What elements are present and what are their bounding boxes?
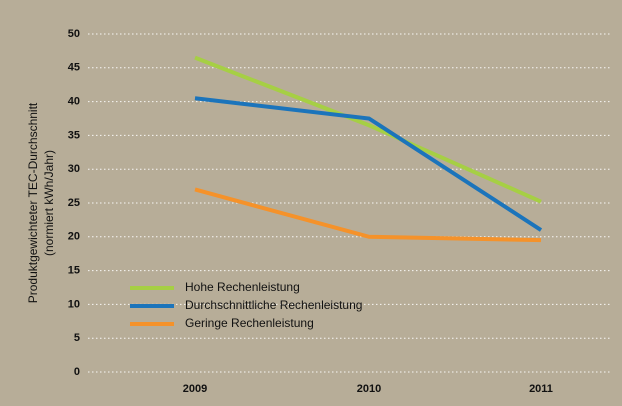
line-series — [194, 96, 543, 232]
y-tick-label: 50 — [68, 28, 80, 40]
legend-label: Hohe Rechenleistung — [185, 280, 300, 294]
y-tick-label: 20 — [68, 231, 80, 243]
y-tick-label: 0 — [74, 366, 80, 378]
legend-label: Durchschnittliche Rechenleistung — [185, 298, 362, 312]
y-tick-label: 35 — [68, 129, 80, 141]
y-tick-label: 10 — [68, 298, 80, 310]
y-tick-label: 45 — [68, 62, 80, 74]
x-tick-label: 2009 — [183, 383, 207, 395]
line-series — [194, 55, 542, 204]
y-tick-label: 15 — [68, 265, 80, 277]
x-tick-label: 2010 — [357, 383, 381, 395]
legend-label: Geringe Rechenleistung — [185, 316, 314, 330]
y-tick-label: 25 — [68, 197, 80, 209]
x-tick-label: 2011 — [529, 383, 553, 395]
y-axis-label: Produktgewichteter TEC-Durchschnitt — [26, 102, 40, 303]
y-tick-label: 5 — [74, 332, 80, 344]
line-series — [194, 187, 542, 243]
y-axis-label: (normiert kWh/Jahr) — [42, 150, 56, 256]
y-tick-label: 30 — [68, 163, 80, 175]
y-tick-label: 40 — [68, 96, 80, 108]
